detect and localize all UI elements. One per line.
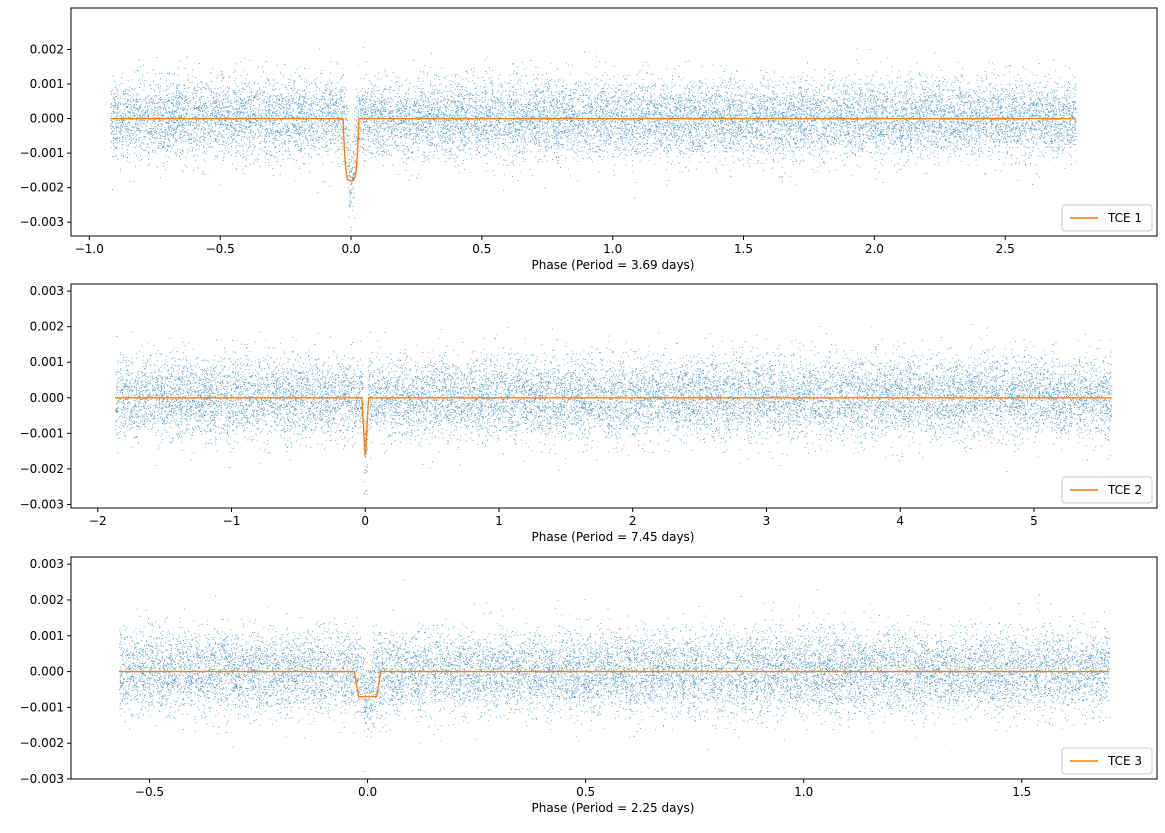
legend-label-1: TCE 1 xyxy=(1107,211,1142,225)
x-axis-label-3: Phase (Period = 2.25 days) xyxy=(532,801,695,815)
x-tick-label-3-1: 0.0 xyxy=(358,785,377,799)
model-line-2 xyxy=(115,397,1112,456)
x-tick-label-1-2: 0.0 xyxy=(341,242,360,256)
y-tick-label-1-3: −0.001 xyxy=(20,146,64,160)
panel-2: −2 −1 0 1 2 3 4 5 0.003 0.002 0.001 0.000 −0.001 −0.0… xyxy=(20,283,1158,544)
axes-frame-1 xyxy=(70,7,1158,237)
scatter-points-1 xyxy=(110,47,1077,231)
x-tick-label-1-1: −0.5 xyxy=(206,242,235,256)
x-tick-label-3-2: 0.5 xyxy=(576,785,595,799)
legend-3: TCE 3 xyxy=(1061,747,1153,775)
axes-frame-2 xyxy=(70,283,1158,509)
x-tick-label-1-7: 2.5 xyxy=(996,242,1015,256)
x-tick-label-3-0: −0.5 xyxy=(135,785,164,799)
model-line-3 xyxy=(118,670,1110,698)
axes-frame-3 xyxy=(70,556,1158,780)
y-tick-label-1-2: 0.000 xyxy=(30,112,64,126)
x-tick-label-3-3: 1.0 xyxy=(794,785,813,799)
y-tick-label-3-4: −0.001 xyxy=(20,700,64,714)
legend-box-2 xyxy=(1061,476,1153,504)
x-tick-label-2-0: −2 xyxy=(89,514,107,528)
y-tick-label-1-0: 0.002 xyxy=(30,42,64,56)
y-tick-label-3-1: 0.002 xyxy=(30,593,64,607)
y-tick-label-2-4: −0.001 xyxy=(20,426,64,440)
y-tick-label-2-3: 0.000 xyxy=(30,391,64,405)
y-tick-label-2-5: −0.002 xyxy=(20,462,64,476)
y-tick-label-1-4: −0.002 xyxy=(20,181,64,195)
legend-label-2: TCE 2 xyxy=(1107,483,1142,497)
x-tick-label-2-7: 5 xyxy=(1030,514,1038,528)
y-tick-label-1-5: −0.003 xyxy=(20,215,64,229)
y-tick-label-3-3: 0.000 xyxy=(30,665,64,679)
y-tick-label-2-2: 0.001 xyxy=(30,355,64,369)
x-tick-label-2-4: 2 xyxy=(629,514,637,528)
x-tick-label-1-3: 0.5 xyxy=(472,242,491,256)
x-tick-label-1-6: 2.0 xyxy=(865,242,884,256)
x-tick-label-3-4: 1.5 xyxy=(1012,785,1031,799)
y-tick-label-2-1: 0.002 xyxy=(30,320,64,334)
scatter-points-3 xyxy=(119,579,1110,772)
y-tick-label-3-0: 0.003 xyxy=(30,557,64,571)
x-tick-label-2-2: 0 xyxy=(361,514,369,528)
y-tick-label-3-5: −0.002 xyxy=(20,736,64,750)
x-tick-label-2-6: 4 xyxy=(896,514,904,528)
x-tick-label-1-0: −1.0 xyxy=(75,242,104,256)
x-tick-label-2-3: 1 xyxy=(495,514,503,528)
y-tick-label-1-1: 0.001 xyxy=(30,77,64,91)
x-axis-label-2: Phase (Period = 7.45 days) xyxy=(532,530,695,544)
panel-1: −1.0 −0.5 0.0 0.5 1.0 1.5 2.0 2.5 0.002 0.001 0.00… xyxy=(20,7,1158,272)
y-tick-label-3-2: 0.001 xyxy=(30,629,64,643)
legend-1: TCE 1 xyxy=(1061,204,1153,232)
x-axis-label-1: Phase (Period = 3.69 days) xyxy=(532,258,695,272)
x-tick-label-1-5: 1.5 xyxy=(734,242,753,256)
y-tick-label-2-0: 0.003 xyxy=(30,284,64,298)
model-line-1 xyxy=(110,117,1076,182)
y-tick-label-3-6: −0.003 xyxy=(20,772,64,786)
x-tick-label-2-1: −1 xyxy=(223,514,241,528)
legend-label-3: TCE 3 xyxy=(1107,754,1142,768)
y-tick-label-2-6: −0.003 xyxy=(20,497,64,511)
legend-box-3 xyxy=(1061,747,1153,775)
x-tick-label-1-4: 1.0 xyxy=(603,242,622,256)
panels: −1.0 −0.5 0.0 0.5 1.0 1.5 2.0 2.50.0020.0010.00… xyxy=(20,7,1158,815)
panel-3: −0.5 0.0 0.5 1.0 1.5 0.003 0.002 0.001 0.000 −0.0… xyxy=(20,556,1158,815)
x-tick-label-2-5: 3 xyxy=(763,514,771,528)
legend-box-1 xyxy=(1061,204,1153,232)
legend-2: TCE 2 xyxy=(1061,476,1153,504)
